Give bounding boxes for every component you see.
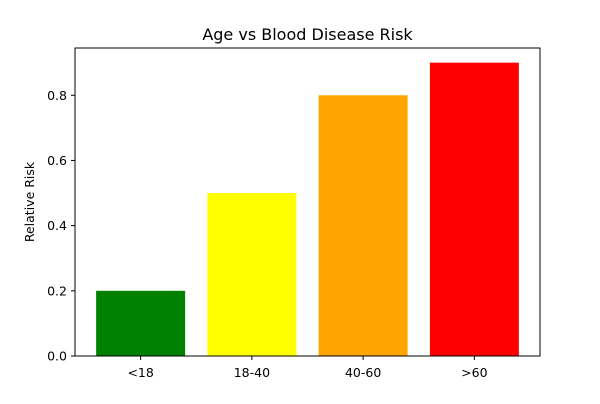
y-tick-label: 0.0: [47, 349, 67, 364]
chart-title: Age vs Blood Disease Risk: [202, 25, 413, 44]
plot-frame: [74, 47, 541, 357]
bar-2: [207, 193, 297, 356]
bar-1: [96, 290, 186, 356]
y-tick-label: 0.8: [47, 88, 67, 103]
x-tick-label: <18: [127, 365, 153, 380]
y-tick-label: 0.4: [47, 218, 67, 233]
x-tick-label: 40-60: [345, 365, 381, 380]
y-tick-label: 0.2: [47, 283, 67, 298]
x-tick-label: >60: [461, 365, 487, 380]
bar-3: [318, 95, 408, 356]
x-axis-ticks: <18 18-40 40-60 >60: [127, 356, 488, 380]
x-tick-label: 18-40: [234, 365, 270, 380]
y-axis-ticks: 0.0 0.2 0.4 0.6 0.8: [47, 88, 75, 364]
bar-4: [429, 62, 519, 357]
y-tick-label: 0.6: [47, 153, 67, 168]
bars-group: [96, 62, 519, 357]
y-axis-label: Relative Risk: [22, 161, 37, 242]
